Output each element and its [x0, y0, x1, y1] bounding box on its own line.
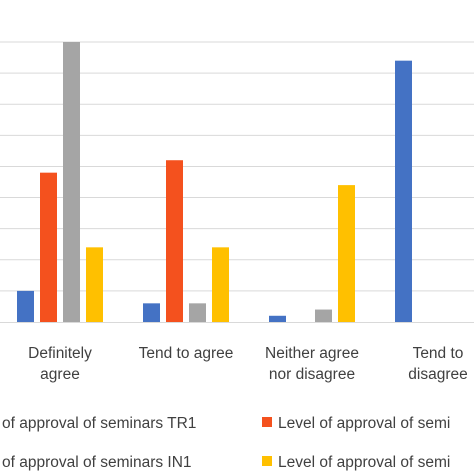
legend-swatch — [262, 456, 272, 466]
bar — [212, 247, 229, 322]
legend: of approval of seminars TR1 Level of appr… — [2, 415, 450, 471]
bar — [63, 42, 80, 322]
bar — [315, 309, 332, 322]
x-tick-label: Neither agree — [265, 345, 359, 362]
x-tick-labels: Definitely agree Tend to agree Neither agre… — [28, 345, 468, 383]
x-tick-label: nor disagree — [269, 366, 355, 383]
bar — [269, 315, 286, 322]
bars — [17, 42, 412, 323]
bar — [166, 160, 183, 322]
bar — [338, 185, 355, 322]
legend-label: of approval of seminars IN1 — [2, 454, 192, 471]
x-tick-label: Tend to agree — [139, 345, 234, 362]
x-tick-label: agree — [40, 366, 80, 383]
legend-label: Level of approval of semi — [278, 454, 450, 471]
legend-label: of approval of seminars TR1 — [2, 415, 196, 432]
bar — [189, 303, 206, 322]
legend-swatch — [262, 417, 272, 427]
bar — [40, 172, 57, 322]
x-tick-label: disagree — [408, 366, 467, 383]
legend-label: Level of approval of semi — [278, 415, 450, 432]
x-tick-label: Tend to — [413, 345, 464, 362]
bar — [86, 247, 103, 322]
bar — [143, 303, 160, 322]
bar — [395, 60, 412, 323]
x-tick-label: Definitely — [28, 345, 92, 362]
bar — [17, 290, 34, 322]
